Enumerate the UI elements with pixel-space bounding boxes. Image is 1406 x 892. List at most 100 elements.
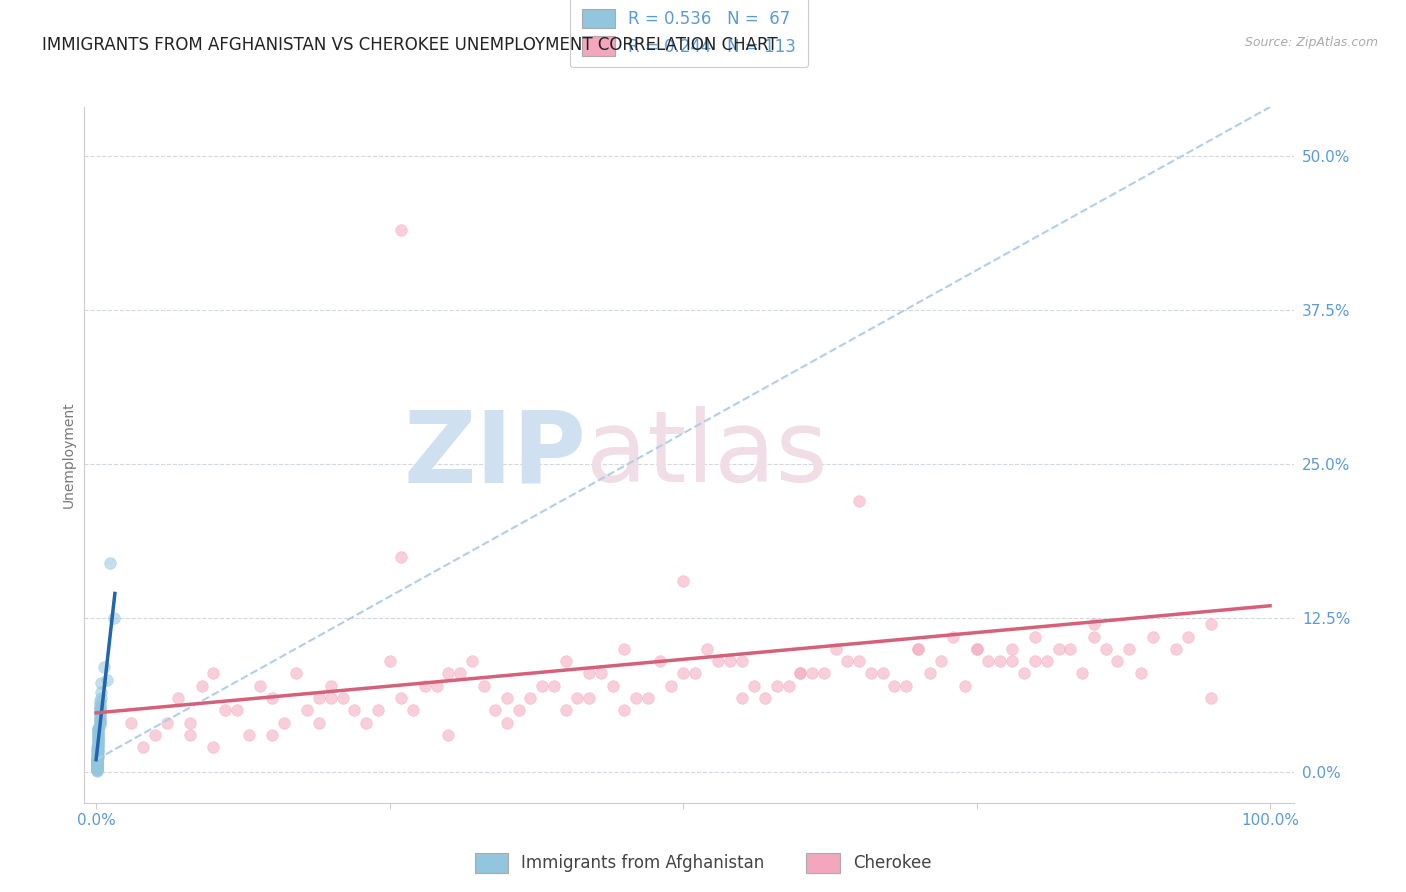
Point <box>87 723 110 738</box>
Point <box>179 715 201 730</box>
Point <box>297 703 319 717</box>
Point <box>89 707 111 722</box>
Point <box>86 763 108 777</box>
Point <box>437 728 460 742</box>
Point <box>824 641 846 656</box>
Point <box>624 691 647 706</box>
Point <box>89 714 111 729</box>
Point <box>86 749 108 764</box>
Point <box>1129 666 1152 681</box>
Point <box>87 738 110 752</box>
Point <box>226 703 249 717</box>
Point <box>86 763 108 777</box>
Point <box>202 740 225 755</box>
Point <box>96 673 118 687</box>
Point <box>672 574 695 589</box>
Point <box>93 660 115 674</box>
Text: atlas: atlas <box>586 407 828 503</box>
Text: ZIP: ZIP <box>404 407 586 503</box>
Point <box>637 691 659 706</box>
Point <box>659 679 682 693</box>
Point <box>354 715 377 730</box>
Point <box>87 747 110 762</box>
Point <box>1201 691 1223 706</box>
Point <box>988 654 1011 668</box>
Point <box>86 753 108 767</box>
Point <box>87 731 110 746</box>
Point <box>942 630 965 644</box>
Point <box>378 654 401 668</box>
Point <box>86 760 108 774</box>
Point <box>89 712 111 726</box>
Point <box>89 703 111 717</box>
Point <box>86 744 108 758</box>
Point <box>578 666 600 681</box>
Point <box>883 679 905 693</box>
Point <box>86 759 108 773</box>
Legend: R = 0.536   N =  67, R = 0.244   N = 113: R = 0.536 N = 67, R = 0.244 N = 113 <box>569 0 808 67</box>
Point <box>813 666 835 681</box>
Point <box>519 691 541 706</box>
Point <box>273 715 295 730</box>
Point <box>508 703 530 717</box>
Point <box>86 754 108 768</box>
Point <box>731 654 754 668</box>
Point <box>155 715 177 730</box>
Point <box>86 751 108 765</box>
Point <box>1047 641 1070 656</box>
Point <box>87 737 110 751</box>
Point <box>1036 654 1059 668</box>
Point <box>89 706 111 720</box>
Point <box>589 666 612 681</box>
Text: IMMIGRANTS FROM AFGHANISTAN VS CHEROKEE UNEMPLOYMENT CORRELATION CHART: IMMIGRANTS FROM AFGHANISTAN VS CHEROKEE … <box>42 36 778 54</box>
Point <box>87 724 110 739</box>
Point <box>1024 630 1046 644</box>
Point <box>696 641 718 656</box>
Point <box>531 679 554 693</box>
Point <box>332 691 354 706</box>
Point <box>837 654 859 668</box>
Point <box>89 715 111 730</box>
Point <box>87 735 110 749</box>
Point <box>918 666 941 681</box>
Point <box>86 755 108 769</box>
Point <box>308 715 330 730</box>
Point <box>214 703 236 717</box>
Point <box>167 691 190 706</box>
Point <box>98 556 121 570</box>
Point <box>179 728 201 742</box>
Point <box>86 753 108 767</box>
Point <box>1059 641 1081 656</box>
Point <box>249 679 271 693</box>
Y-axis label: Unemployment: Unemployment <box>62 401 76 508</box>
Point <box>86 755 108 769</box>
Point <box>472 679 495 693</box>
Point <box>89 699 111 714</box>
Point <box>103 611 125 625</box>
Point <box>672 666 695 681</box>
Point <box>86 756 108 771</box>
Point <box>907 641 929 656</box>
Point <box>389 691 412 706</box>
Point <box>1001 654 1024 668</box>
Point <box>86 759 108 773</box>
Point <box>1083 630 1105 644</box>
Point <box>1094 641 1116 656</box>
Point <box>1024 654 1046 668</box>
Point <box>143 728 166 742</box>
Point <box>87 722 110 736</box>
Point <box>1177 630 1199 644</box>
Point <box>731 691 754 706</box>
Point <box>89 718 111 732</box>
Point <box>86 761 108 775</box>
Point <box>848 654 870 668</box>
Point <box>389 549 412 564</box>
Point <box>389 223 412 237</box>
Point <box>496 715 519 730</box>
Point <box>953 679 976 693</box>
Point <box>86 761 108 775</box>
Point <box>754 691 776 706</box>
Point <box>86 756 108 771</box>
Point <box>132 740 155 755</box>
Point <box>87 721 110 735</box>
